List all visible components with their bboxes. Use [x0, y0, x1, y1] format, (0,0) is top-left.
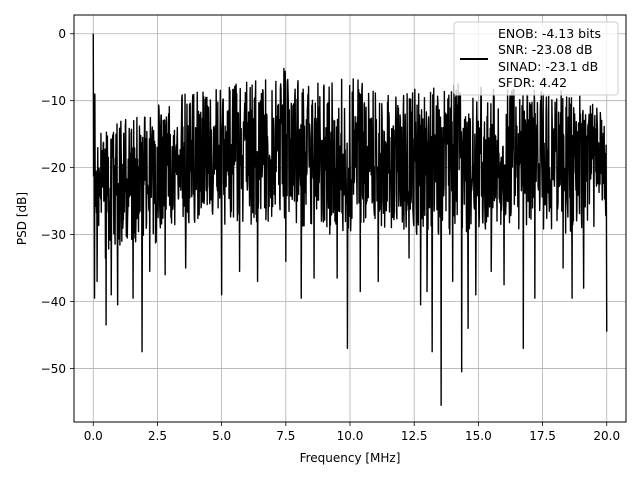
y-tick-label: 0	[58, 27, 66, 41]
x-tick-label: 20.0	[593, 429, 620, 443]
y-tick-label: −30	[41, 228, 66, 242]
x-tick-label: 17.5	[529, 429, 556, 443]
legend-entry-snr: SNR: -23.08 dB	[498, 42, 593, 57]
x-tick-label: 15.0	[465, 429, 492, 443]
y-axis-label: PSD [dB]	[15, 192, 29, 245]
x-tick-label: 0.0	[84, 429, 103, 443]
y-tick-label: −50	[41, 362, 66, 376]
x-tick-label: 7.5	[276, 429, 295, 443]
x-tick-label: 5.0	[212, 429, 231, 443]
y-ticks: 0 −10 −20 −30 −40 −50	[41, 27, 74, 376]
legend: ENOB: -4.13 bits SNR: -23.08 dB SINAD: -…	[453, 21, 619, 96]
y-tick-label: −40	[41, 295, 66, 309]
legend-box	[453, 21, 619, 96]
legend-entry-sinad: SINAD: -23.1 dB	[498, 59, 598, 74]
x-tick-label: 10.0	[337, 429, 364, 443]
series-layer	[92, 33, 608, 406]
y-tick-label: −20	[41, 161, 66, 175]
y-tick-label: −10	[41, 94, 66, 108]
x-tick-label: 2.5	[148, 429, 167, 443]
legend-entry-sfdr: SFDR: 4.42	[498, 75, 567, 90]
x-ticks: 0.0 2.5 5.0 7.5 10.0 12.5 15.0 17.5 20.0	[84, 422, 620, 443]
x-tick-label: 12.5	[401, 429, 428, 443]
legend-entry-enob: ENOB: -4.13 bits	[498, 26, 601, 41]
psd-series-line	[92, 33, 608, 406]
plot-area	[92, 33, 608, 406]
x-axis-label: Frequency [MHz]	[300, 451, 401, 465]
